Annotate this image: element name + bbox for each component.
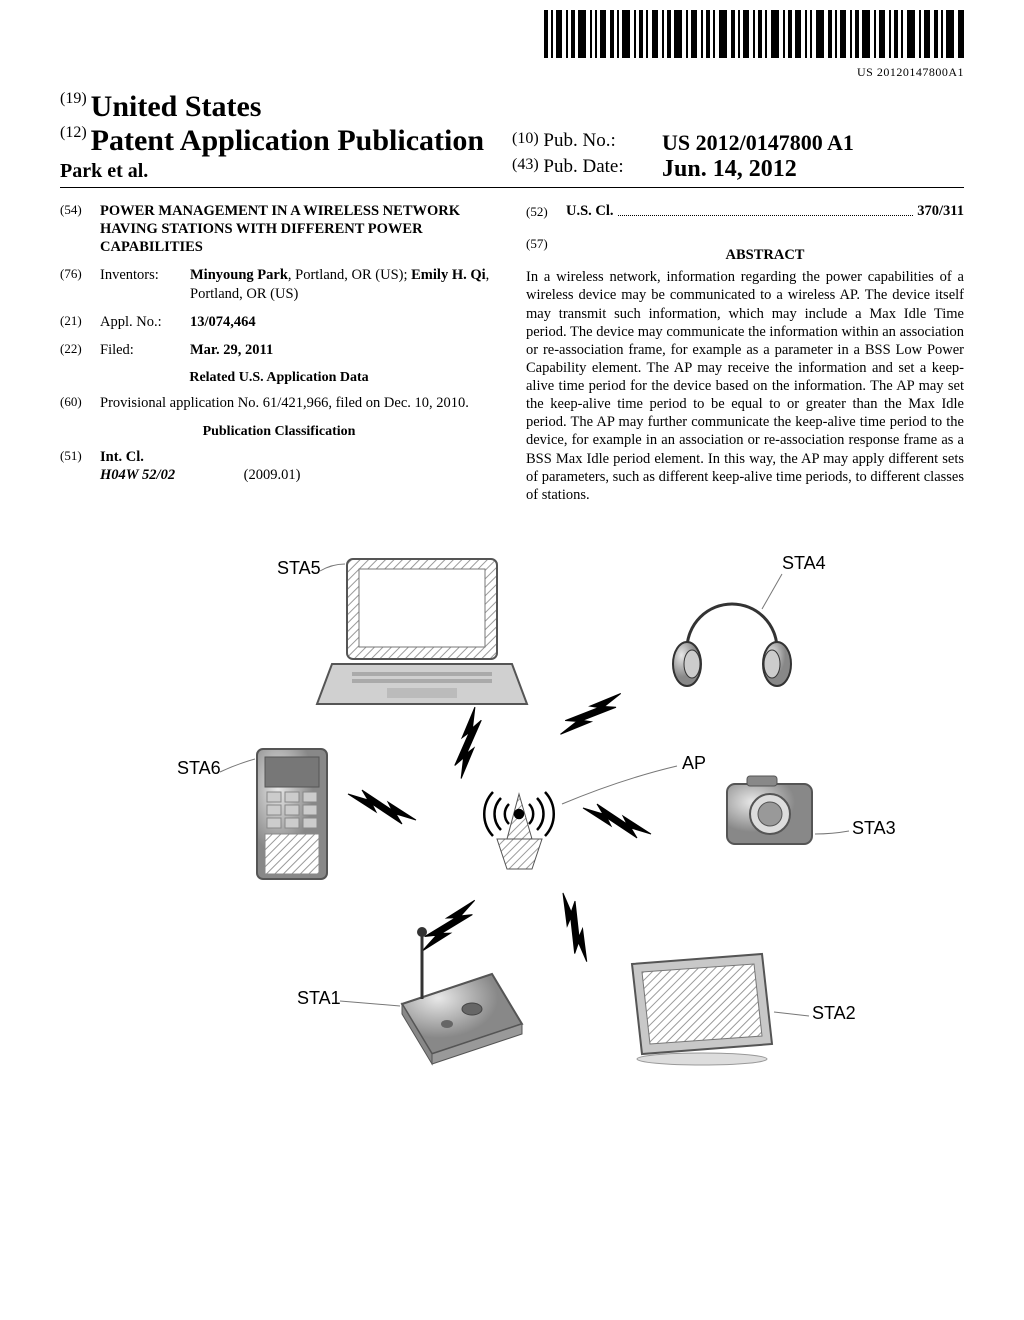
pubdate: Jun. 14, 2012 <box>662 156 797 183</box>
provisional-value: Provisional application No. 61/421,966, … <box>100 394 498 412</box>
field-60: (60) Provisional application No. 61/421,… <box>60 394 498 412</box>
field-52: (52) U.S. Cl. 370/311 <box>526 202 964 220</box>
header: (19) United States (12) Patent Applicati… <box>60 90 964 188</box>
filed-value: Mar. 29, 2011 <box>190 342 273 358</box>
code-76: (76) <box>60 266 100 302</box>
sta3-camera-icon <box>727 776 812 844</box>
header-line-country: (19) United States <box>60 90 964 124</box>
sta2-display-icon <box>632 954 772 1065</box>
inventor-1-name: Minyoung Park <box>190 267 288 283</box>
applno-value: 13/074,464 <box>190 314 256 330</box>
ap-label: AP <box>682 753 706 773</box>
sta3-leader <box>815 831 849 834</box>
pub-title: Patent Application Publication <box>91 124 484 157</box>
ap-device-icon <box>484 792 554 869</box>
sta3-label: STA3 <box>852 818 896 838</box>
pubdate-row: (43) Pub. Date: Jun. 14, 2012 <box>512 156 964 183</box>
sta1-leader <box>340 1001 400 1006</box>
pubno: US 2012/0147800 A1 <box>662 130 854 156</box>
inventors-value: Minyoung Park, Portland, OR (US); Emily … <box>190 266 498 302</box>
dot-leader <box>618 205 914 216</box>
figure-1: AP STA5 <box>60 534 964 1089</box>
sta2-leader <box>774 1012 809 1016</box>
code-10: (10) <box>512 130 539 147</box>
patent-page: US 20120147800A1 (19) United States (12)… <box>0 0 1024 1320</box>
sta6-label: STA6 <box>177 758 221 778</box>
sta4-label: STA4 <box>782 553 826 573</box>
code-21: (21) <box>60 313 100 331</box>
code-19: (19) <box>60 90 87 107</box>
abstract-body: In a wireless network, information regar… <box>526 268 964 504</box>
field-22: (22) Filed: Mar. 29, 2011 <box>60 341 498 359</box>
ap-leader <box>562 766 677 804</box>
uscl-label: U.S. Cl. <box>566 202 614 220</box>
authors: Park et al. <box>60 160 512 183</box>
sta4-headphones-icon <box>673 604 791 686</box>
intcl-date: (2009.01) <box>244 467 301 483</box>
code-52: (52) <box>526 204 566 220</box>
biblio-columns: (54) POWER MANAGEMENT IN A WIRELESS NETW… <box>60 202 964 504</box>
inventors-label: Inventors: <box>100 266 190 302</box>
left-column: (54) POWER MANAGEMENT IN A WIRELESS NETW… <box>60 202 498 504</box>
pub-title-line: (12) Patent Application Publication <box>60 124 512 158</box>
barcode-graphic <box>544 10 964 58</box>
sta6-pda-icon <box>257 749 327 879</box>
field-51: (51) Int. Cl. H04W 52/02 (2009.01) <box>60 448 498 484</box>
applno-label: Appl. No.: <box>100 313 190 331</box>
code-57: (57) <box>526 236 566 268</box>
barcode-area: US 20120147800A1 <box>544 10 964 80</box>
inventor-1-loc: , Portland, OR (US); <box>288 267 411 283</box>
code-51: (51) <box>60 448 100 484</box>
abstract-heading: ABSTRACT <box>566 246 964 264</box>
sta1-router-icon <box>402 927 522 1064</box>
header-row: (12) Patent Application Publication Park… <box>60 124 964 188</box>
sta5-label: STA5 <box>277 558 321 578</box>
code-22: (22) <box>60 341 100 359</box>
header-left: (12) Patent Application Publication Park… <box>60 124 512 183</box>
field-54: (54) POWER MANAGEMENT IN A WIRELESS NETW… <box>60 202 498 256</box>
sta5-laptop-icon <box>317 559 527 704</box>
inventor-2-name: Emily H. Qi <box>411 267 486 283</box>
country: United States <box>91 90 262 123</box>
barcode-text: US 20120147800A1 <box>544 65 964 80</box>
invention-title: POWER MANAGEMENT IN A WIRELESS NETWORK H… <box>100 202 498 256</box>
field-21: (21) Appl. No.: 13/074,464 <box>60 313 498 331</box>
intcl-class: H04W 52/02 <box>100 467 175 483</box>
pubdate-label: Pub. Date: <box>543 156 623 177</box>
code-60: (60) <box>60 394 100 412</box>
sta6-leader <box>220 759 255 772</box>
pub-class-heading: Publication Classification <box>60 423 498 441</box>
pubno-label: Pub. No.: <box>543 130 615 151</box>
network-diagram: AP STA5 <box>122 534 902 1084</box>
field-57: (57) ABSTRACT <box>526 236 964 268</box>
filed-label: Filed: <box>100 341 190 359</box>
sta5-leader <box>320 564 345 571</box>
sta4-leader <box>762 574 782 609</box>
code-12: (12) <box>60 124 87 141</box>
intcl-label: Int. Cl. <box>100 449 144 465</box>
uscl-value: 370/311 <box>917 202 964 220</box>
header-right: (10) Pub. No.: US 2012/0147800 A1 (43) P… <box>512 130 964 183</box>
pubno-row: (10) Pub. No.: US 2012/0147800 A1 <box>512 130 964 156</box>
sta1-label: STA1 <box>297 988 341 1008</box>
field-76: (76) Inventors: Minyoung Park, Portland,… <box>60 266 498 302</box>
right-column: (52) U.S. Cl. 370/311 (57) ABSTRACT In a… <box>526 202 964 504</box>
code-54: (54) <box>60 202 100 256</box>
signal-arrows <box>348 676 651 964</box>
related-data-heading: Related U.S. Application Data <box>60 369 498 387</box>
code-43: (43) <box>512 156 539 173</box>
sta2-label: STA2 <box>812 1003 856 1023</box>
